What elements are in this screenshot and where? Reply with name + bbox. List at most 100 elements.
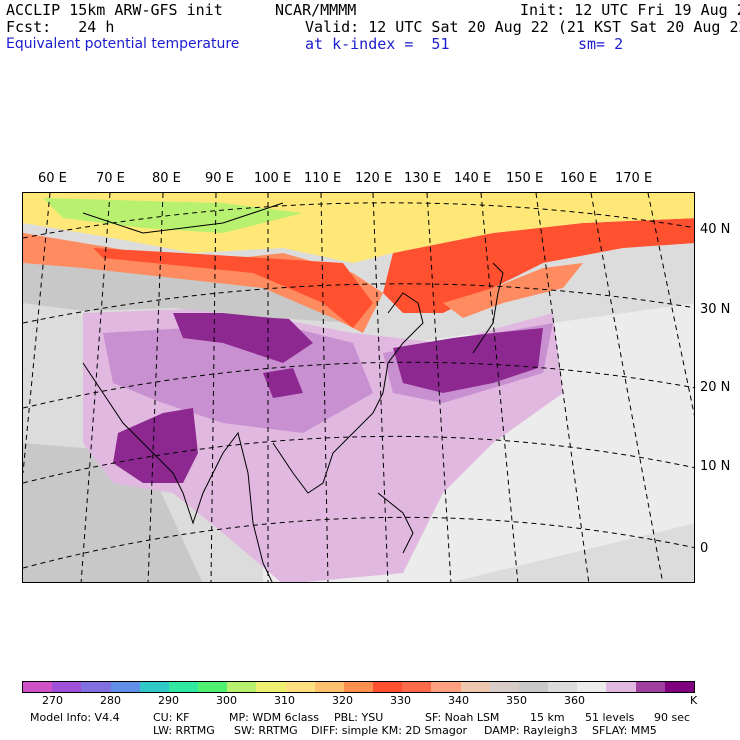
colorbar-label: 280 [100, 694, 121, 707]
coast-philippines [377, 492, 414, 554]
time-step: 90 sec [654, 711, 691, 724]
lat-label: 30 N [700, 302, 731, 317]
center-title: NCAR/MMMM [275, 1, 357, 19]
meridian-110e [320, 193, 329, 582]
meridian-160e [590, 193, 664, 582]
parallel-0 [23, 516, 694, 569]
smoothing-value: sm= 2 [578, 35, 624, 53]
colorbar-swatch [548, 682, 578, 692]
parallel-40n [23, 202, 694, 239]
sflay-scheme: SFLAY: MM5 [592, 724, 657, 737]
dark-purple-tibet [173, 313, 313, 363]
colorbar-swatch [460, 682, 490, 692]
colorbar-swatch [664, 682, 694, 692]
border-north [82, 202, 284, 234]
colorbar-swatch [23, 682, 53, 692]
diff-scheme: DIFF: simple KM: 2D Smagor [311, 724, 468, 737]
meridian-120e [372, 193, 389, 582]
meridian-70e [80, 193, 111, 582]
colorbar-label: 300 [216, 694, 237, 707]
colorbar-swatch [285, 682, 315, 692]
lw-scheme: LW: RRTMG [153, 724, 215, 737]
orange-red-band-east [383, 218, 694, 313]
coast-south-asia [82, 362, 273, 582]
colorbar-swatch [373, 682, 403, 692]
dark-purple-bay-of-bengal [113, 408, 198, 483]
cu-scheme: CU: KF [153, 711, 190, 724]
meridian-170e [647, 193, 694, 416]
lon-label: 140 E [454, 171, 492, 186]
lon-label: 90 E [205, 171, 234, 186]
mid-purple-region [103, 323, 373, 433]
colorbar-label: 360 [564, 694, 585, 707]
lat-label: 40 N [700, 222, 731, 237]
lat-label: 0 [700, 541, 709, 556]
colorbar-label: 340 [448, 694, 469, 707]
lon-label: 150 E [506, 171, 544, 186]
pbl-scheme: PBL: YSU [334, 711, 384, 724]
indian-ocean-gray [23, 443, 203, 582]
meridian-80e [147, 193, 164, 582]
colorbar-label: 270 [42, 694, 63, 707]
mp-scheme: MP: WDM 6class [229, 711, 319, 724]
meridian-90e [210, 193, 217, 582]
field-name: Equivalent potential temperature [6, 36, 240, 52]
sf-scheme: SF: Noah LSM [425, 711, 500, 724]
lon-label: 110 E [304, 171, 342, 186]
map-panel [22, 192, 695, 583]
lon-label: 80 E [152, 171, 181, 186]
colorbar-swatch [198, 682, 228, 692]
damp-scheme: DAMP: Rayleigh3 [484, 724, 578, 737]
orange-red-band [93, 248, 373, 328]
coast-east-asia [272, 292, 424, 494]
coastlines [82, 202, 504, 582]
lon-label: 130 E [404, 171, 442, 186]
valid-time: Valid: 12 UTC Sat 20 Aug 22 (21 KST Sat … [305, 18, 740, 36]
salmon-band-east [443, 263, 583, 318]
colorbar-swatch [81, 682, 111, 692]
parallel-10n [23, 435, 694, 484]
model-info: Model Info: V4.4 [30, 711, 120, 724]
colorbar-swatch [489, 682, 519, 692]
map-graphic [23, 193, 694, 582]
colorbar-label: 330 [390, 694, 411, 707]
init-time: Init: 12 UTC Fri 19 Aug 22 [520, 1, 740, 19]
sw-scheme: SW: RRTMG [234, 724, 298, 737]
forecast-hour: Fcst: 24 h [6, 18, 115, 36]
colorbar-label: 310 [274, 694, 295, 707]
vertical-levels: 51 levels [585, 711, 635, 724]
colorbar-unit: K [690, 694, 698, 707]
lon-label: 100 E [254, 171, 292, 186]
model-title: ACCLIP 15km ARW-GFS init [6, 1, 223, 19]
green-region [43, 198, 303, 233]
colorbar-swatch [168, 682, 199, 692]
colorbar-swatch [431, 682, 461, 692]
coast-japan [472, 262, 504, 354]
colorbar-swatch [343, 682, 374, 692]
meridian-130e [426, 193, 452, 582]
level-index: at k-index = 51 [305, 35, 450, 53]
lon-label: 160 E [560, 171, 598, 186]
colorbar-label: 290 [158, 694, 179, 707]
lat-label: 10 N [700, 459, 731, 474]
colorbar-swatch [577, 682, 607, 692]
colorbar [22, 681, 695, 693]
meridian-150e [535, 193, 590, 582]
colorbar-swatch [314, 682, 344, 692]
colorbar-swatch [518, 682, 549, 692]
colorbar-swatch [227, 682, 257, 692]
colorbar-swatch [256, 682, 286, 692]
colorbar-swatch [402, 682, 432, 692]
colorbar-swatch [139, 682, 169, 692]
lat-label: 20 N [700, 380, 731, 395]
colorbar-swatch [606, 682, 636, 692]
colorbar-label: 320 [332, 694, 353, 707]
lon-label: 60 E [38, 171, 67, 186]
graticule [23, 193, 694, 582]
dark-purple-indochina [263, 368, 303, 398]
colorbar-swatch [52, 682, 82, 692]
resolution: 15 km [530, 711, 565, 724]
meridian-140e [480, 193, 519, 582]
colorbar-label: 350 [506, 694, 527, 707]
colorbar-swatch [635, 682, 665, 692]
